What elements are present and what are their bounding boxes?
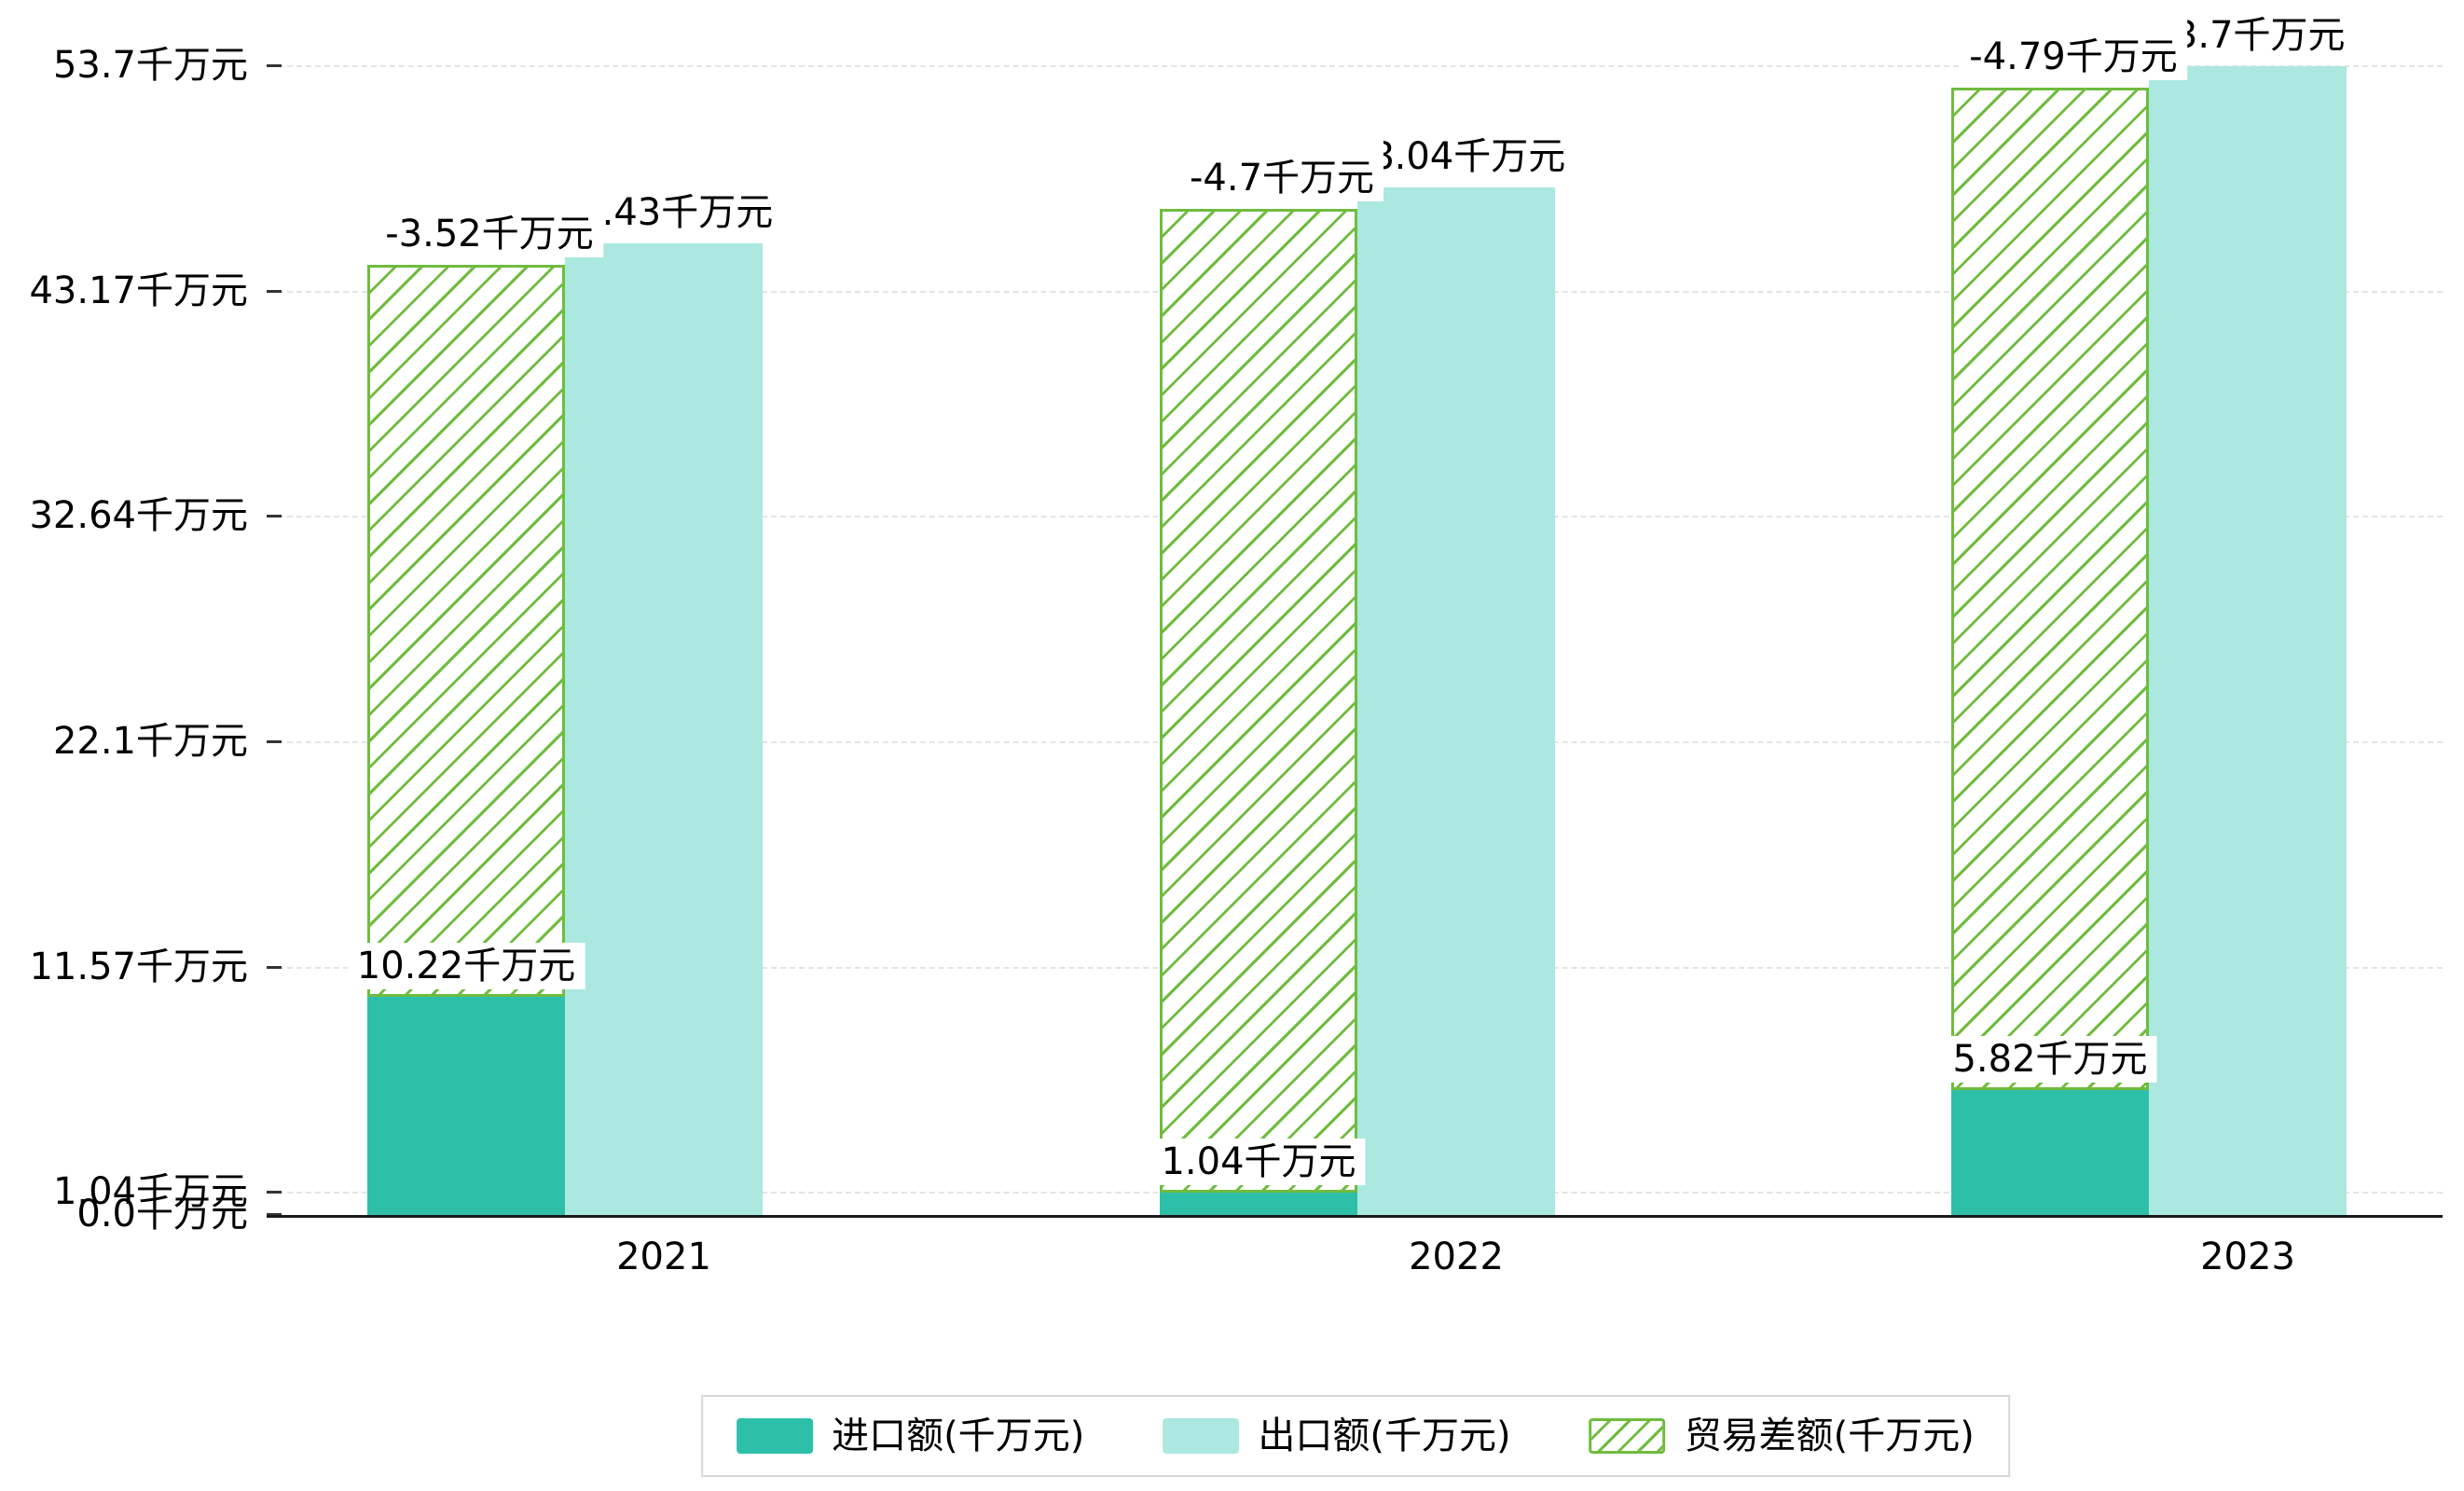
y-tick-mark	[267, 739, 282, 743]
x-axis-label: 2022	[1409, 1236, 1504, 1278]
legend-label-import: 进口额(千万元)	[832, 1415, 1085, 1457]
import-bar	[1951, 1090, 2149, 1215]
gridline	[268, 65, 2443, 67]
trade-balance-value-label: -4.79千万元	[1960, 8, 2187, 80]
x-axis-label: 2023	[2200, 1236, 2295, 1278]
trade-balance-value-label: -3.52千万元	[376, 186, 603, 257]
y-tick-label: 1.04千万元	[52, 1170, 248, 1214]
trade-balance-swatch	[1589, 1418, 1666, 1454]
legend-label-balance: 贸易差额(千万元)	[1684, 1415, 1975, 1457]
trade-balance-bar	[1951, 87, 2149, 1091]
y-tick-mark	[267, 64, 282, 67]
import-value-label: 5.82千万元	[1943, 1036, 2157, 1084]
import-value-label: 10.22千万元	[347, 942, 585, 989]
legend-item-balance[interactable]: 贸易差额(千万元)	[1589, 1414, 1975, 1458]
trade-balance-bar	[367, 264, 565, 997]
y-tick-label: 53.7千万元	[52, 44, 248, 87]
y-tick-mark	[267, 1191, 282, 1194]
y-tick-mark	[267, 965, 282, 969]
y-tick-mark	[267, 1213, 282, 1216]
import-bar	[367, 996, 565, 1215]
y-tick-label: 22.1千万元	[52, 719, 248, 763]
y-tick-label: 32.64千万元	[29, 494, 248, 538]
export-bar	[1357, 186, 1555, 1215]
y-tick-label: 11.57千万元	[29, 945, 248, 988]
import-bar	[1160, 1193, 1357, 1215]
import-value-label: 1.04千万元	[1151, 1139, 1366, 1186]
y-tick-label: 0.0千万元	[76, 1193, 248, 1236]
trade-balance-bar	[1160, 208, 1357, 1194]
import-swatch	[736, 1418, 814, 1454]
x-axis-line	[267, 1215, 2443, 1218]
export-bar	[2149, 66, 2347, 1215]
y-tick-label: 43.17千万元	[29, 269, 248, 312]
trade-balance-value-label: -4.7千万元	[1179, 130, 1384, 201]
legend-label-export: 出口额(千万元)	[1258, 1415, 1511, 1457]
y-tick-mark	[267, 515, 282, 518]
legend-item-import[interactable]: 进口额(千万元)	[736, 1414, 1084, 1458]
legend: 进口额(千万元) 出口额(千万元) 贸易差额(千万元)	[701, 1395, 2010, 1477]
y-tick-mark	[267, 289, 282, 293]
x-axis-label: 2021	[616, 1236, 711, 1278]
legend-item-export[interactable]: 出口额(千万元)	[1163, 1414, 1511, 1458]
export-bar	[565, 242, 763, 1215]
export-swatch	[1163, 1418, 1240, 1454]
